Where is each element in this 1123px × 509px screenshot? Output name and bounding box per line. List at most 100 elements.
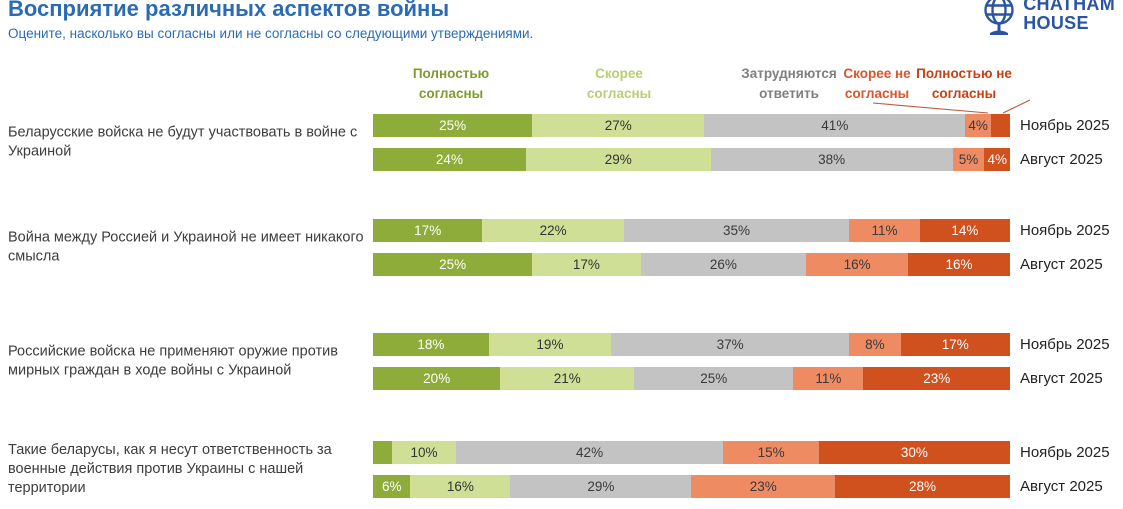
period-label: Ноябрь 2025 — [1020, 222, 1110, 239]
bar-value-label: 19% — [536, 337, 564, 352]
bar-value-label: 37% — [716, 337, 744, 352]
bar-segment: 25% — [373, 114, 533, 137]
bar-value-label: 25% — [700, 371, 728, 386]
bar-segment: 10% — [392, 441, 456, 464]
bar-value-label: 6% — [381, 479, 402, 494]
bar-value-label: 23% — [923, 371, 951, 386]
bar-segment: 15% — [723, 441, 819, 464]
period-label: Август 2025 — [1020, 256, 1103, 273]
bar-segment: 16% — [806, 253, 909, 276]
bar-segment: 11% — [849, 219, 920, 242]
bar-segment: 26% — [640, 253, 807, 276]
bar-segment: 21% — [500, 367, 635, 390]
bar-row: 18% 19% 37% 8% 17% — [373, 333, 1010, 356]
bar-segment: 41% — [704, 114, 966, 137]
bar-value-label: 21% — [553, 371, 581, 386]
bar-value-label: 27% — [604, 118, 632, 133]
question-group-3: Российские войска не применяют оружие пр… — [0, 333, 1123, 390]
bar-segment: 38% — [710, 148, 953, 171]
bar-value-label: 22% — [539, 223, 567, 238]
bar-value-label: 17% — [941, 337, 969, 352]
legend-item-4: Скорее не согласны — [843, 66, 911, 101]
bar-value-label: 35% — [723, 223, 751, 238]
bar-segment: 5% — [952, 148, 985, 171]
bar-value-label: 29% — [587, 479, 615, 494]
bar-value-label: 11% — [815, 371, 842, 386]
question-group-2: Война между Россией и Украиной не имеет … — [0, 219, 1123, 276]
question-label: Беларусские войска не будут участвовать … — [8, 124, 358, 160]
bar-segment: 4% — [965, 114, 991, 137]
legend-item-1: Полностью согласны — [412, 66, 490, 101]
bar-segment: 18% — [373, 333, 489, 356]
bar-value-label: 25% — [439, 118, 467, 133]
bar-value-label: 29% — [604, 152, 632, 167]
bar-segment: 29% — [510, 475, 692, 498]
bar-value-label: 30% — [900, 445, 928, 460]
bar-row: 25% 17% 26% 16% 16% — [373, 253, 1010, 276]
bar-segment: 20% — [373, 367, 501, 390]
logo-line2: HOUSE — [1023, 13, 1089, 33]
bar-segment: 35% — [623, 219, 850, 242]
bar-row: 25% 27% 41% 4% — [373, 114, 1010, 137]
bar-row: 17% 22% 35% 11% 14% — [373, 219, 1010, 242]
bar-segment: 6% — [373, 475, 411, 498]
bar-segment — [990, 114, 1010, 137]
bar-segment: 24% — [373, 148, 526, 171]
bar-value-label: 4% — [968, 118, 988, 133]
bar-value-label: 5% — [958, 152, 979, 167]
bar-segment: 17% — [532, 253, 641, 276]
bar-value-label: 25% — [439, 257, 467, 272]
legend-item-3: Затрудняются ответить — [741, 66, 837, 101]
bar-value-label: 42% — [576, 445, 604, 460]
bar-segment — [373, 441, 393, 464]
bar-segment: 11% — [793, 367, 864, 390]
bar-value-label: 16% — [446, 479, 474, 494]
question-label: Такие беларусы, как я несут ответственно… — [8, 441, 332, 497]
page-title: Восприятие различных аспектов войны — [8, 0, 450, 21]
bar-row: 6% 16% 29% 23% 28% — [373, 475, 1010, 498]
bar-segment: 22% — [482, 219, 624, 242]
question-label: Российские войска не применяют оружие пр… — [8, 343, 338, 379]
bar-segment: 25% — [373, 253, 533, 276]
bar-segment: 29% — [525, 148, 711, 171]
bar-row: 24% 29% 38% 5% 4% — [373, 148, 1010, 171]
bar-segment: 37% — [611, 333, 850, 356]
bar-value-label: 20% — [423, 371, 451, 386]
question-group-4: Такие беларусы, как я несут ответственно… — [0, 441, 1123, 498]
bar-value-label: 17% — [572, 257, 600, 272]
period-label: Август 2025 — [1020, 370, 1103, 387]
bar-row: 10% 42% 15% 30% — [373, 441, 1010, 464]
bar-segment: 19% — [488, 333, 612, 356]
bar-segment: 16% — [908, 253, 1010, 276]
bar-segment: 8% — [849, 333, 901, 356]
period-label: Ноябрь 2025 — [1020, 444, 1110, 461]
bar-value-label: 10% — [410, 445, 438, 460]
question-label: Война между Россией и Украиной не имеет … — [8, 229, 364, 265]
bar-value-label: 41% — [821, 118, 849, 133]
legend-item-2: Скорее согласны — [586, 66, 652, 101]
period-label: Август 2025 — [1020, 151, 1103, 168]
bar-segment: 17% — [373, 219, 483, 242]
bar-value-label: 4% — [987, 152, 1007, 167]
bar-segment: 17% — [900, 333, 1010, 356]
bar-value-label: 18% — [417, 337, 445, 352]
bar-segment: 27% — [532, 114, 705, 137]
period-label: Ноябрь 2025 — [1020, 336, 1110, 353]
question-group-1: Беларусские войска не будут участвовать … — [0, 114, 1123, 171]
bar-segment: 23% — [691, 475, 836, 498]
bar-value-label: 15% — [757, 445, 785, 460]
bar-value-label: 17% — [414, 223, 442, 238]
bar-value-label: 11% — [871, 223, 898, 238]
bar-row: 20% 21% 25% 11% 23% — [373, 367, 1010, 390]
bar-value-label: 26% — [709, 257, 737, 272]
bar-value-label: 24% — [435, 152, 463, 167]
bar-segment: 14% — [919, 219, 1010, 242]
logo-line1: CHATHAM — [1023, 0, 1115, 14]
bar-segment: 28% — [835, 475, 1010, 498]
chatham-house-logo: CHATHAM HOUSE — [977, 0, 1115, 41]
bar-segment: 25% — [634, 367, 794, 390]
bar-segment: 30% — [818, 441, 1010, 464]
bar-value-label: 16% — [843, 257, 871, 272]
bar-value-label: 14% — [951, 223, 979, 238]
